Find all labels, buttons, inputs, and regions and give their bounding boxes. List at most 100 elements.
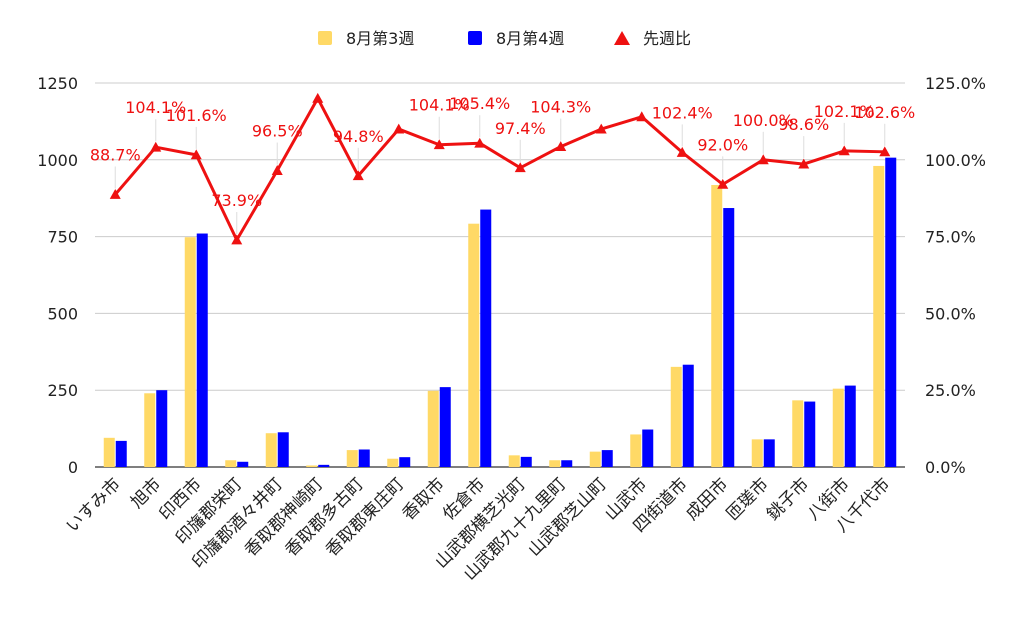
y-right-tick-label: 100.0% [925, 151, 986, 170]
x-tick-label: 香取市 [399, 474, 449, 524]
bar-week3 [346, 450, 358, 467]
bar-week3 [103, 437, 115, 467]
bar-week3 [751, 439, 763, 467]
ratio-line [114, 96, 885, 242]
bar-week4 [520, 456, 532, 467]
bar-week3 [468, 223, 480, 467]
ratio-data-label: 104.1% [125, 98, 186, 117]
ratio-data-label: 96.5% [252, 122, 303, 141]
bar-week4 [682, 364, 694, 467]
legend-marker [614, 31, 630, 45]
ratio-data-label: 102.1% [814, 102, 875, 121]
bar-week4 [439, 387, 451, 467]
legend-swatch [468, 31, 482, 45]
ratio-point [271, 165, 283, 175]
ratio-data-label: 102.4% [652, 103, 713, 122]
ratio-point [676, 146, 688, 157]
x-tick-label: 成田市 [682, 474, 732, 524]
ratio-data-label: 88.7% [90, 146, 141, 165]
y-right-tick-label: 0.0% [925, 458, 966, 477]
legend-swatch [318, 31, 332, 45]
ratio-point [190, 149, 202, 160]
ratio-point [717, 178, 729, 189]
bar-week4 [480, 209, 492, 467]
legend-label: 先週比 [643, 29, 691, 48]
ratio-point [474, 137, 486, 148]
ratio-point [150, 141, 162, 152]
ratio-point [595, 123, 607, 134]
x-tick-label: いすみ市 [63, 474, 125, 536]
ratio-data-label: 94.8% [333, 127, 384, 146]
bar-week3 [427, 390, 439, 467]
bar-week3 [549, 460, 561, 467]
y-left-tick-label: 0 [68, 458, 78, 477]
ratio-point [433, 139, 445, 150]
legend-label: 8月第3週 [346, 29, 414, 48]
ratio-point [352, 170, 364, 181]
bar-week3 [184, 237, 196, 467]
bar-week4 [358, 449, 370, 467]
ratio-point [312, 92, 324, 103]
bar-week4 [642, 429, 654, 467]
bar-week4 [804, 401, 816, 467]
bar-week4 [277, 432, 289, 467]
ratio-data-label: 98.6% [778, 115, 829, 134]
y-left-tick-label: 500 [47, 304, 78, 323]
y-left-tick-label: 1250 [37, 74, 78, 93]
ratio-point [555, 141, 567, 151]
ratio-data-label: 92.0% [697, 135, 748, 154]
bar-week3 [265, 433, 277, 467]
y-right-tick-label: 125.0% [925, 74, 986, 93]
ratio-point [231, 234, 243, 245]
y-left-tick-label: 1000 [37, 151, 78, 170]
bar-week3 [873, 165, 885, 467]
ratio-point [514, 162, 526, 173]
bar-week3 [792, 400, 804, 467]
bar-week4 [237, 461, 249, 467]
bar-week4 [885, 157, 897, 467]
bar-week4 [844, 385, 856, 467]
bar-week3 [832, 388, 844, 467]
bar-week4 [115, 440, 127, 467]
ratio-data-label: 104.3% [530, 98, 591, 117]
y-right-tick-label: 75.0% [925, 228, 976, 247]
bar-week4 [156, 390, 168, 467]
y-left-tick-label: 250 [47, 381, 78, 400]
bar-week4 [399, 457, 411, 467]
bar-week4 [561, 460, 573, 467]
ratio-point [636, 111, 648, 122]
ratio-point [393, 123, 405, 134]
ratio-point [757, 154, 769, 165]
bar-week4 [763, 439, 775, 467]
legend-label: 8月第4週 [496, 29, 564, 48]
bar-week3 [306, 465, 318, 467]
x-tick-label: 匝瑳市 [723, 474, 773, 524]
bar-week4 [318, 464, 330, 467]
ratio-point [838, 145, 850, 156]
ratio-data-label: 101.6% [166, 106, 227, 125]
bar-week3 [711, 184, 723, 467]
ratio-data-label: 73.9% [211, 191, 262, 210]
ratio-data-label: 104.1% [409, 96, 470, 115]
ratio-data-label: 105.4% [449, 94, 510, 113]
y-right-tick-label: 25.0% [925, 381, 976, 400]
ratio-data-label: 97.4% [495, 119, 546, 138]
ratio-point [109, 189, 121, 199]
ratio-data-label: 102.6% [854, 103, 915, 122]
ratio-data-label: 100.0% [733, 111, 794, 130]
bar-week4 [723, 208, 735, 467]
bar-week3 [144, 393, 156, 467]
bar-week3 [508, 455, 520, 467]
bar-week4 [196, 233, 208, 467]
bar-week3 [670, 366, 682, 467]
bar-week3 [225, 460, 237, 467]
ratio-point [879, 146, 891, 157]
y-right-tick-label: 50.0% [925, 304, 976, 323]
bar-week3 [630, 434, 642, 467]
bar-week3 [589, 451, 601, 467]
ratio-point [798, 158, 810, 169]
bar-week3 [387, 458, 399, 467]
y-left-tick-label: 750 [47, 228, 78, 247]
